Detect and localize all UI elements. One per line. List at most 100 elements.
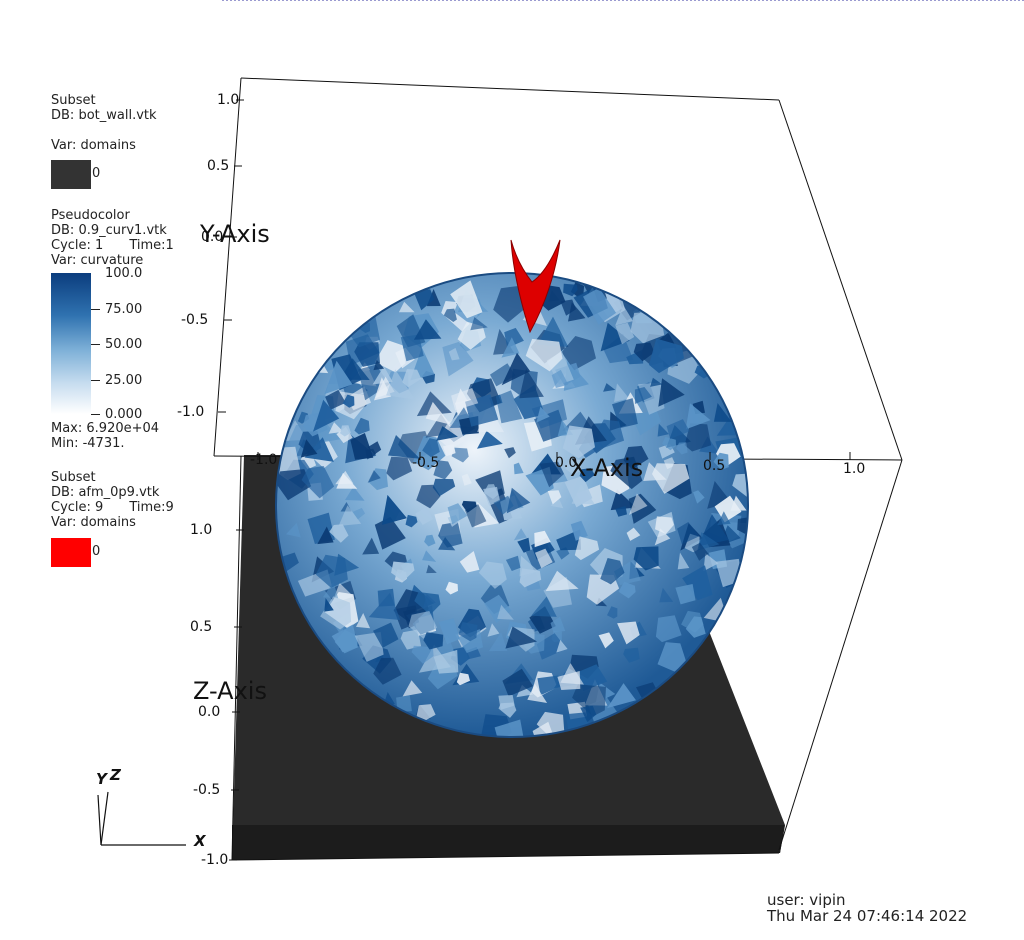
legend-pseudocolor: Pseudocolor DB: 0.9_curv1.vtk Cycle: 1 Ti… bbox=[51, 208, 174, 268]
legend-afm: Subset DB: afm_0p9.vtk Cycle: 9 Time:9 Va… bbox=[51, 470, 174, 530]
sphere-surface-patch bbox=[547, 490, 562, 505]
sphere-surface-patch bbox=[416, 484, 441, 509]
colorbar-tick-label: 0.000 bbox=[105, 407, 143, 422]
sphere-surface-patch bbox=[572, 684, 606, 717]
sphere-surface-patch bbox=[652, 463, 690, 494]
sphere-surface-patch bbox=[537, 675, 563, 696]
sphere-surface-patch bbox=[324, 360, 353, 395]
sphere-surface-patch bbox=[459, 551, 480, 573]
afm-domain-shape[interactable] bbox=[510, 239, 561, 334]
z-axis-ticks bbox=[229, 529, 244, 861]
sphere-surface-patch bbox=[443, 308, 457, 322]
sphere-surface-patch bbox=[445, 581, 458, 595]
sphere-surface-patch bbox=[685, 403, 711, 430]
x-tick-label: -0.5 bbox=[412, 455, 440, 471]
sphere-surface-patch bbox=[676, 442, 688, 455]
sphere-surface-patch bbox=[324, 598, 334, 612]
x-tick-label: 0.5 bbox=[703, 458, 726, 474]
sphere-surface-patch bbox=[362, 537, 380, 555]
sphere-surface-patch bbox=[382, 494, 407, 525]
colorbar-tick-label: 50.00 bbox=[105, 337, 143, 352]
sphere-surface-patch bbox=[697, 532, 720, 551]
legend-time: Time:1 bbox=[129, 238, 174, 253]
colorbar-tick-mark bbox=[91, 414, 100, 415]
sphere-surface-patch bbox=[478, 561, 507, 589]
sphere-surface-patch bbox=[550, 496, 564, 509]
sphere-surface-patch bbox=[550, 616, 566, 633]
curvature-sphere[interactable] bbox=[271, 272, 757, 750]
sphere-surface-patch bbox=[681, 610, 704, 633]
sphere-surface-patch bbox=[603, 383, 616, 392]
y-axis-ticks bbox=[218, 99, 244, 413]
sphere-surface-patch bbox=[447, 503, 468, 525]
sphere-surface-patch bbox=[313, 399, 340, 432]
sphere-surface-patch bbox=[570, 520, 588, 541]
sphere-surface-patch bbox=[513, 462, 524, 475]
sphere-surface-patch bbox=[395, 347, 415, 369]
sphere-surface-patch bbox=[614, 383, 630, 402]
legend-plot-type: Subset bbox=[51, 93, 96, 108]
sphere-surface-patch bbox=[325, 389, 346, 410]
sphere-surface-patch bbox=[519, 555, 539, 577]
sphere-surface-patch bbox=[662, 436, 676, 451]
sphere-surface-patch bbox=[717, 511, 731, 526]
z-tick-label: 0.0 bbox=[198, 704, 221, 720]
legend-cycle: Cycle: 9 bbox=[51, 500, 104, 515]
sphere-surface-patch bbox=[578, 664, 608, 692]
sphere-surface-patch bbox=[402, 369, 422, 388]
sphere-surface-patch bbox=[677, 552, 690, 570]
sphere-surface-patch bbox=[388, 435, 421, 459]
sphere-surface-patch bbox=[433, 649, 459, 674]
colorbar-tick-label: 75.00 bbox=[105, 302, 143, 317]
sphere-surface-patch bbox=[615, 506, 627, 517]
sphere-surface-patch bbox=[557, 671, 581, 690]
sphere-surface-patch bbox=[666, 419, 690, 439]
sphere-surface-patch bbox=[693, 490, 705, 504]
sphere-surface-patch bbox=[501, 337, 520, 358]
sphere-surface-patch bbox=[373, 657, 402, 685]
sphere-surface-patch bbox=[487, 623, 500, 637]
sphere-surface-patch bbox=[413, 319, 442, 340]
sphere-surface-patch bbox=[338, 505, 362, 526]
sphere-surface-patch bbox=[470, 317, 488, 331]
sphere-surface-patch bbox=[545, 570, 579, 592]
sphere-surface-patch bbox=[633, 546, 659, 571]
sphere-surface-patch bbox=[650, 377, 663, 387]
sphere-surface-patch bbox=[434, 635, 457, 657]
sphere-surface-patch bbox=[610, 489, 636, 511]
sphere-surface-patch bbox=[574, 536, 600, 561]
legend-db: DB: bot_wall.vtk bbox=[51, 108, 157, 123]
sphere-surface-patch bbox=[494, 719, 526, 737]
sphere-surface-patch bbox=[443, 444, 456, 457]
colorbar-tick-mark bbox=[91, 309, 100, 310]
sphere-surface-patch bbox=[423, 632, 444, 650]
triad-z-label: Z bbox=[110, 766, 121, 784]
sphere-surface-patch bbox=[300, 439, 318, 458]
sphere-surface-patch bbox=[488, 632, 508, 652]
sphere-surface-patch bbox=[561, 336, 596, 371]
sphere-surface-patch bbox=[396, 695, 412, 712]
y-axis-title: Y-Axis bbox=[200, 220, 270, 248]
sphere-surface-patch bbox=[502, 668, 534, 697]
sphere-surface-patch bbox=[498, 695, 515, 710]
sphere-surface-patch bbox=[402, 680, 423, 697]
legend-bot-wall: Subset DB: bot_wall.vtk Var: domains bbox=[51, 93, 157, 153]
sphere-surface-patch bbox=[659, 587, 674, 603]
sphere-surface-patch bbox=[386, 456, 413, 481]
afm-swatch-label: 0 bbox=[92, 544, 101, 559]
sphere-surface-patch bbox=[600, 322, 630, 352]
sphere-surface-patch bbox=[615, 305, 633, 326]
sphere-surface-patch bbox=[433, 460, 453, 480]
legend-min: Min: -4731. bbox=[51, 436, 125, 451]
sphere-surface-patch bbox=[477, 430, 503, 449]
sphere-surface-patch bbox=[372, 366, 393, 385]
sphere-surface-patch bbox=[513, 528, 527, 541]
sphere-surface-patch bbox=[737, 517, 748, 534]
sphere-surface-patch bbox=[501, 352, 531, 386]
sphere-surface-patch bbox=[301, 466, 335, 499]
sphere-surface-patch bbox=[519, 368, 544, 399]
sphere-surface-patch bbox=[373, 359, 385, 371]
sphere-surface-patch bbox=[365, 448, 377, 460]
sphere-surface-patch bbox=[354, 632, 384, 662]
